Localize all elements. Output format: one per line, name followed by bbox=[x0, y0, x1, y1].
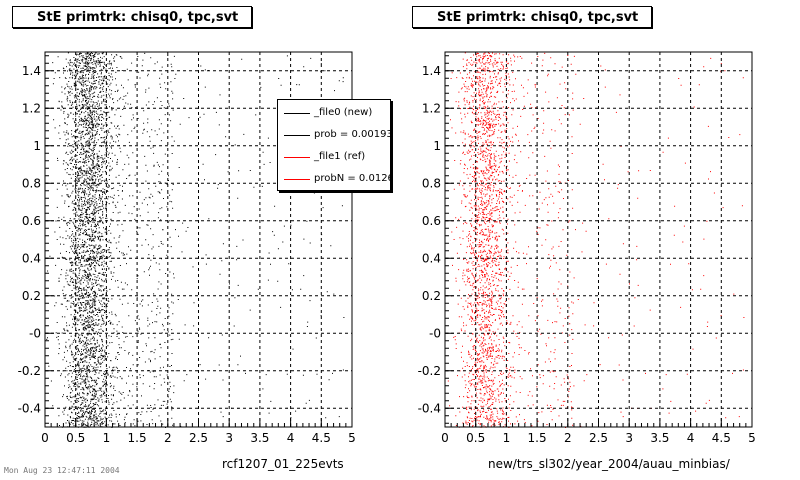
legend-entry: _file1 (ref) bbox=[278, 148, 390, 166]
legend-entry: prob = 0.001937 bbox=[278, 126, 391, 144]
y-tick-label: 0.4 bbox=[422, 251, 441, 265]
legend-entry: _file0 (new) bbox=[278, 104, 390, 122]
y-tick-label: 0.6 bbox=[422, 214, 441, 228]
x-tick-label: 0 bbox=[41, 431, 49, 445]
x-tick-label: 1.5 bbox=[528, 431, 547, 445]
y-tick-label: 0.6 bbox=[22, 214, 41, 228]
panel-2-x-caption: new/trs_sl302/year_2004/auau_minbias/ bbox=[488, 457, 730, 471]
y-tick-label: 0.2 bbox=[422, 289, 441, 303]
x-tick-label: 1.5 bbox=[128, 431, 147, 445]
legend: _file0 (new) prob = 0.001937 _file1 (ref) p… bbox=[277, 99, 391, 191]
panel-1-x-caption: rcf1207_01_225evts bbox=[222, 457, 344, 471]
x-tick-label: 5 bbox=[348, 431, 356, 445]
legend-label: _file0 (new) bbox=[314, 107, 373, 118]
y-tick-label: -0.2 bbox=[418, 364, 441, 378]
y-tick-label: -0.4 bbox=[418, 401, 441, 415]
panel-1-title: StE primtrk: chisq0, tpc,svt bbox=[12, 6, 252, 28]
x-tick-label: 0.5 bbox=[466, 431, 485, 445]
x-tick-label: 1 bbox=[103, 431, 111, 445]
y-tick-label: 1.2 bbox=[22, 101, 41, 115]
legend-entry: probN = 0.01266 bbox=[278, 170, 390, 188]
legend-label: _file1 (ref) bbox=[314, 151, 366, 162]
y-tick-label: 0.8 bbox=[22, 176, 41, 190]
y-tick-label: 0.8 bbox=[422, 176, 441, 190]
legend-label: prob = 0.001937 bbox=[314, 129, 391, 140]
y-tick-label: 0.4 bbox=[22, 251, 41, 265]
x-tick-label: 3 bbox=[225, 431, 233, 445]
x-tick-label: 4.5 bbox=[712, 431, 731, 445]
y-tick-label: -0.2 bbox=[18, 364, 41, 378]
y-tick-label: 1 bbox=[433, 139, 441, 153]
y-tick-label: -0 bbox=[429, 326, 441, 340]
x-tick-label: 2 bbox=[164, 431, 172, 445]
y-tick-label: 1.4 bbox=[22, 64, 41, 78]
x-tick-label: 4 bbox=[687, 431, 695, 445]
timestamp-footer: Mon Aug 23 12:47:11 2004 bbox=[4, 466, 120, 475]
x-tick-label: 0.5 bbox=[66, 431, 85, 445]
x-tick-label: 2.5 bbox=[589, 431, 608, 445]
x-tick-label: 3 bbox=[625, 431, 633, 445]
y-tick-label: -0 bbox=[29, 326, 41, 340]
y-tick-label: -0.4 bbox=[18, 401, 41, 415]
x-tick-label: 2 bbox=[564, 431, 572, 445]
x-tick-label: 3.5 bbox=[250, 431, 269, 445]
scatter-points bbox=[46, 52, 345, 428]
legend-swatch bbox=[284, 179, 310, 180]
x-tick-label: 3.5 bbox=[650, 431, 669, 445]
legend-swatch bbox=[284, 135, 310, 136]
legend-swatch bbox=[284, 113, 310, 114]
legend-swatch bbox=[284, 157, 310, 158]
x-tick-label: 1 bbox=[503, 431, 511, 445]
y-tick-label: 0.2 bbox=[22, 289, 41, 303]
panel-1-points bbox=[46, 52, 345, 428]
panel-2-title: StE primtrk: chisq0, tpc,svt bbox=[412, 6, 652, 28]
x-tick-label: 4 bbox=[287, 431, 295, 445]
x-tick-label: 2.5 bbox=[189, 431, 208, 445]
x-tick-label: 0 bbox=[441, 431, 449, 445]
y-tick-label: 1.2 bbox=[422, 101, 441, 115]
x-tick-label: 5 bbox=[748, 431, 756, 445]
x-tick-label: 4.5 bbox=[312, 431, 331, 445]
y-tick-label: 1 bbox=[33, 139, 41, 153]
legend-label: probN = 0.01266 bbox=[314, 173, 390, 184]
y-tick-label: 1.4 bbox=[422, 64, 441, 78]
